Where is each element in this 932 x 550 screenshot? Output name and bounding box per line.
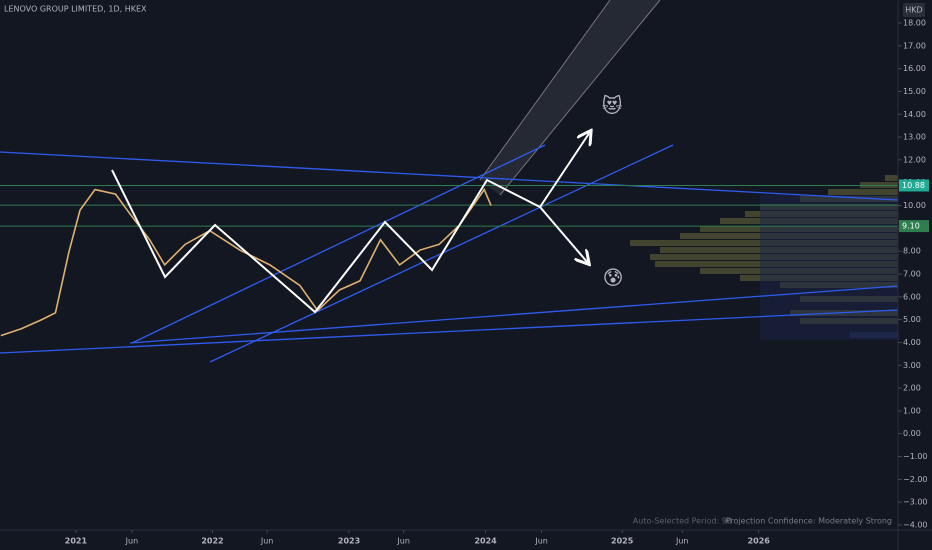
x-tick-label: 2025 — [611, 537, 634, 546]
pattern-path — [111, 169, 541, 314]
x-tick-label: Jun — [534, 537, 548, 546]
y-tick-label: 12.00 — [903, 155, 926, 164]
y-tick-label: −2.00 — [903, 475, 928, 484]
down-arrow — [539, 206, 588, 263]
footer-note: Auto-Selected Period: 90 — [633, 517, 732, 526]
emoji: 😻 — [602, 94, 623, 118]
projection-edge — [499, 0, 661, 196]
y-tick-label: 4.00 — [903, 338, 921, 347]
footer-note: Projection Confidence: Moderately Strong — [726, 517, 892, 526]
x-tick-label: 2026 — [748, 537, 771, 546]
x-tick-label: Jun — [260, 537, 274, 546]
price-badge — [899, 179, 929, 192]
y-tick-label: −4.00 — [903, 521, 928, 530]
y-tick-label: 10.00 — [903, 201, 926, 210]
y-tick-label: 1.00 — [903, 406, 921, 415]
y-tick-label: 14.00 — [903, 110, 926, 119]
y-tick-label: 0.00 — [903, 429, 921, 438]
y-tick-label: 13.00 — [903, 133, 926, 142]
price-badge — [899, 220, 929, 233]
projection-edge — [479, 0, 611, 181]
x-tick-label: Jun — [125, 537, 139, 546]
y-tick-label: 2.00 — [903, 384, 921, 393]
x-tick-label: Jun — [675, 537, 689, 546]
y-tick-label: 15.00 — [903, 87, 926, 96]
price-line — [0, 187, 492, 337]
currency-box — [903, 3, 925, 17]
x-tick-label: 2023 — [338, 537, 360, 546]
y-tick-label: −3.00 — [903, 498, 928, 507]
y-tick-label: 7.00 — [903, 270, 921, 279]
y-tick-label: 6.00 — [903, 292, 921, 301]
y-tick-label: 17.00 — [903, 41, 926, 50]
y-tick-label: 3.00 — [903, 361, 921, 370]
x-tick-label: 2024 — [474, 537, 497, 546]
emoji: 😰 — [603, 266, 624, 290]
chart-title: LENOVO GROUP LIMITED, 1D, HKEX — [4, 5, 147, 14]
y-tick-label: 8.00 — [903, 247, 921, 256]
x-tick-label: 2022 — [201, 537, 223, 546]
volume-profile — [630, 175, 898, 340]
y-tick-label: 16.00 — [903, 64, 926, 73]
y-tick-label: −1.00 — [903, 452, 928, 461]
up-arrow — [539, 132, 590, 208]
y-tick-label: 5.00 — [903, 315, 921, 324]
price-badge-label: 9.10 — [902, 222, 920, 231]
y-tick-label: 18.00 — [903, 19, 926, 28]
x-tick-label: Jun — [396, 537, 410, 546]
projection-cone — [480, 0, 660, 195]
currency: HKD — [905, 6, 922, 15]
price-badge-label: 10.88 — [902, 181, 925, 190]
x-tick-label: 2021 — [65, 537, 88, 546]
